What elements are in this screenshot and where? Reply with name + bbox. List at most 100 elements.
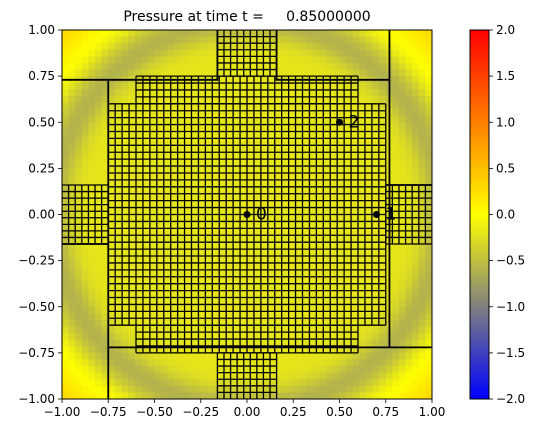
field-cell (108, 82, 116, 90)
field-cell (425, 49, 432, 57)
field-cell (128, 333, 136, 341)
field-cell (233, 339, 241, 347)
field-cell (332, 379, 341, 387)
field-cell (128, 214, 136, 222)
field-cell (352, 181, 360, 189)
field-cell (359, 379, 367, 387)
field-cell (161, 385, 169, 394)
field-cell (114, 181, 123, 189)
x-tick-label: −0.25 (182, 405, 219, 419)
field-cell (418, 333, 426, 341)
field-cell (141, 254, 149, 262)
field-cell (405, 82, 413, 90)
field-cell (425, 313, 432, 321)
field-cell (352, 122, 360, 130)
field-cell (240, 201, 248, 209)
field-cell (293, 102, 301, 110)
field-cell (418, 280, 426, 288)
field-cell (101, 82, 109, 90)
field-cell (141, 56, 149, 64)
field-cell (392, 122, 400, 130)
field-cell (266, 234, 275, 242)
field-cell (346, 201, 354, 209)
field-cell (412, 379, 420, 387)
field-cell (359, 359, 367, 367)
field-cell (114, 30, 123, 38)
colorbar-tick-label: 1.5 (496, 69, 515, 83)
field-cell (128, 56, 136, 64)
field-cell (174, 385, 182, 394)
probe-points: 0 12 (243, 112, 396, 225)
field-cell (101, 339, 109, 347)
field-cell (154, 221, 162, 229)
field-cell (398, 254, 407, 262)
field-cell (398, 359, 407, 367)
field-cell (425, 273, 432, 281)
field-cell (213, 214, 222, 222)
field-cell (365, 214, 374, 222)
field-cell (62, 385, 70, 394)
field-cell (233, 240, 241, 249)
field-cell (81, 300, 90, 308)
field-cell (405, 313, 413, 321)
field-cell (418, 174, 426, 183)
field-cell (365, 267, 374, 275)
field-cell (359, 333, 367, 341)
field-cell (68, 333, 76, 341)
field-cell (220, 194, 228, 202)
field-cell (385, 366, 393, 374)
field-cell (332, 122, 341, 130)
field-cell (81, 161, 90, 169)
field-cell (147, 201, 156, 209)
field-cell (114, 102, 123, 110)
field-cell (108, 89, 116, 97)
field-cell (154, 254, 162, 262)
field-cell (227, 234, 235, 242)
field-cell (121, 319, 129, 328)
field-cell (385, 359, 393, 367)
field-cell (154, 366, 162, 374)
field-cell (128, 89, 136, 97)
field-cell (253, 221, 261, 229)
field-cell (346, 102, 354, 110)
field-cell (240, 300, 248, 308)
field-cell (220, 240, 228, 249)
field-cell (299, 109, 308, 117)
field-cell (114, 247, 123, 255)
field-cell (213, 267, 222, 275)
field-cell (180, 49, 189, 57)
field-cell (81, 174, 90, 183)
field-cell (128, 161, 136, 169)
field-cell (286, 392, 294, 399)
field-cell (75, 260, 83, 268)
field-cell (372, 188, 380, 196)
field-cell (62, 346, 70, 354)
field-cell (207, 260, 215, 268)
field-cell (88, 109, 96, 117)
field-cell (95, 168, 103, 176)
field-cell (332, 62, 341, 71)
field-cell (200, 128, 208, 137)
field-cell (207, 372, 215, 380)
field-cell (200, 326, 208, 334)
field-cell (220, 313, 228, 321)
field-cell (425, 306, 432, 314)
field-cell (392, 306, 400, 314)
field-cell (108, 161, 116, 169)
field-cell (121, 89, 129, 97)
field-cell (365, 385, 374, 394)
field-cell (147, 56, 156, 64)
field-cell (128, 300, 136, 308)
field-cell (326, 352, 334, 361)
field-cell (101, 300, 109, 308)
field-cell (372, 359, 380, 367)
field-cell (207, 95, 215, 104)
field-cell (154, 346, 162, 354)
field-cell (194, 49, 202, 57)
field-cell (147, 254, 156, 262)
field-cell (194, 234, 202, 242)
field-cell (240, 161, 248, 169)
field-cell (346, 109, 354, 117)
field-cell (359, 247, 367, 255)
field-cell (220, 82, 228, 90)
